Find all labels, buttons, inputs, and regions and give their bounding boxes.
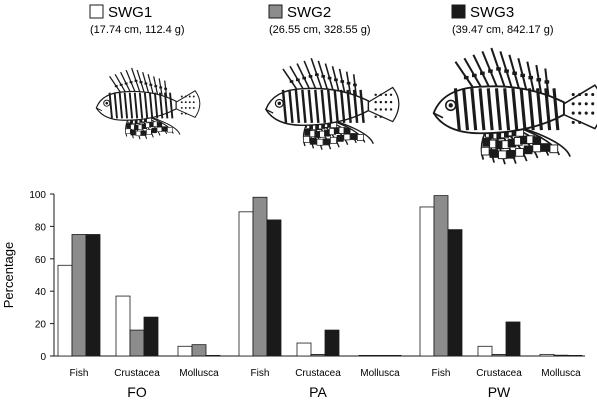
legend-swatch-swg1 [89,4,104,19]
panel-label-pa: PA [309,384,327,400]
y-axis: Percentage [1,194,55,356]
legend: SWG1 (17.74 cm, 112.4 g) SWG2 (26.55 cm,… [89,4,554,36]
bar-pw-crustacea-swg3 [505,321,521,357]
bar-fo-fish-swg1 [57,264,73,357]
x-category-label: Fish [70,368,89,379]
x-category-label: Crustacea [114,368,160,379]
y-tick-label: 0 [40,352,46,363]
bar-pw-mollusca-swg3 [567,354,583,357]
bar-pa-mollusca-swg2 [372,354,388,357]
bar-fo-crustacea-swg2 [129,329,145,357]
x-category-label: Crustacea [476,368,522,379]
bars [57,195,583,357]
legend-swatch-swg3 [451,4,466,19]
bar-pw-crustacea-swg1 [477,345,493,357]
x-category-label: Mollusca [541,368,581,379]
panel-label-fo: FO [127,384,147,400]
x-category-label: Fish [432,368,451,379]
bar-pa-mollusca-swg1 [358,354,374,357]
bar-fo-crustacea-swg3 [143,316,159,357]
lionfish-small-illustration [95,67,201,140]
legend-swatch-swg2 [268,4,283,19]
bar-fo-fish-swg2 [71,234,87,357]
bar-pw-fish-swg3 [447,229,463,357]
y-axis-label: Percentage [1,242,16,309]
legend-detail-swg3: (39.47 cm, 842.17 g) [452,24,554,36]
bar-pa-crustacea-swg2 [310,353,326,357]
panel-label-pw: PW [488,384,511,400]
bar-fo-fish-swg3 [85,234,101,357]
bar-pa-fish-swg1 [238,211,254,357]
bar-pw-crustacea-swg2 [491,353,507,357]
legend-label-swg2: SWG2 [287,4,331,21]
x-category-label: Crustacea [295,368,341,379]
legend-label-swg1: SWG1 [108,4,152,21]
x-category-label: Mollusca [179,368,219,379]
bar-pa-crustacea-swg3 [324,329,340,357]
legend-label-swg3: SWG3 [470,4,514,21]
bar-fo-mollusca-swg2 [191,344,207,357]
legend-detail-swg2: (26.55 cm, 328.55 g) [269,24,371,36]
lionfish-large-illustration [432,47,597,165]
y-tick-label: 20 [35,320,47,331]
bar-pw-mollusca-swg1 [539,353,555,357]
bar-pa-fish-swg2 [252,196,268,357]
bar-pw-mollusca-swg2 [553,354,569,357]
y-tick-label: 100 [29,190,46,201]
legend-item-swg2: SWG2 (26.55 cm, 328.55 g) [268,4,371,36]
y-tick-label: 80 [35,222,47,233]
bar-pa-crustacea-swg1 [296,342,312,357]
x-category-label: Fish [251,368,270,379]
bar-pw-fish-swg1 [419,206,435,357]
x-category-label: Mollusca [360,368,400,379]
bar-fo-mollusca-swg1 [177,345,193,357]
y-tick-label: 40 [35,287,47,298]
bar-pw-fish-swg2 [433,195,449,357]
legend-item-swg3: SWG3 (39.47 cm, 842.17 g) [451,4,554,36]
y-tick-label: 60 [35,255,47,266]
legend-item-swg1: SWG1 (17.74 cm, 112.4 g) [89,4,185,36]
lionfish-medium-illustration [265,57,400,150]
y-ticks: 0 20 40 60 80 100 [29,190,54,363]
x-labels: Fish Crustacea Mollusca FO Fish Crustacea Moll… [70,368,582,400]
bar-pa-fish-swg3 [266,219,282,357]
bar-fo-mollusca-swg3 [205,354,221,357]
legend-detail-swg1: (17.74 cm, 112.4 g) [90,24,185,36]
bar-fo-crustacea-swg1 [115,295,131,357]
bar-pa-mollusca-swg3 [386,354,402,357]
